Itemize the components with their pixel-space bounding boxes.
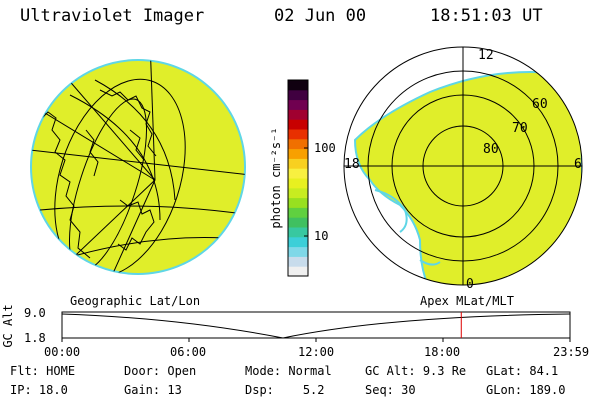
color-bar-segment [288,266,308,277]
color-bar-label-100: 100 [314,141,336,155]
info-dsp: Dsp: 5.2 [245,383,325,397]
color-bar-segment [288,217,308,228]
x-label-1200: 12:00 [298,345,335,359]
color-bar-segment [288,236,308,248]
color-bar-segment [288,197,308,208]
polar-label-6: 6 [574,157,582,172]
color-bar-segment [288,148,308,159]
color-bar [287,79,309,277]
color-bar-segment [288,99,308,110]
date-label: 02 Jun 00 [274,6,367,26]
info-glon: GLon: 189.0 [486,383,566,397]
color-bar-frame [287,79,309,277]
x-label-1800: 18:00 [424,345,461,359]
info-seq: Seq: 30 [365,383,416,397]
color-bar-label-10: 10 [314,229,329,243]
color-bar-segment [288,187,308,199]
info-flt: Flt: HOME [10,364,76,378]
color-bar-segment [288,138,308,150]
polar-ring-label-60: 60 [532,97,548,112]
color-bar-segment [288,80,308,91]
color-bar-segment [288,207,308,218]
x-label-0000: 00:00 [44,345,81,359]
color-bar-segment [288,158,308,169]
apex-coord-label: Apex MLat/MLT [420,294,514,308]
x-label-2359: 23:59 [553,345,590,359]
color-bar-segment [288,119,308,130]
altitude-y-bottom: 1.8 [24,331,46,345]
info-glat: GLat: 84.1 [486,364,559,378]
polar-ring-label-70: 70 [512,121,528,136]
info-mode: Mode: Normal [245,364,332,378]
info-gc-alt: GC Alt: 9.3 Re [365,364,467,378]
info-door: Door: Open [124,364,197,378]
geo-image-disc [30,59,246,275]
color-bar-segment [288,109,308,120]
polar-label-0: 0 [466,277,474,292]
color-bar-unit: photon cm⁻²s⁻¹ [269,127,283,229]
altitude-y-top: 9.0 [24,306,46,320]
color-bar-segment [288,178,308,189]
polar-plot: 12 18 6 0 80 70 60 [343,46,583,292]
color-bar-segment [288,89,308,101]
instrument-title: Ultraviolet Imager [20,6,205,26]
info-gain: Gain: 13 [124,383,182,397]
color-bar-segments [288,80,308,277]
geo-map [30,59,246,275]
altitude-curve [62,313,570,338]
time-label: 18:51:03 UT [430,6,543,26]
color-bar-segment [288,227,308,238]
color-bar-segment [288,246,308,257]
info-ip: IP: 18.0 [10,383,68,397]
altitude-plot [61,311,571,342]
color-bar-segment [288,129,308,140]
geo-coord-label: Geographic Lat/Lon [70,294,201,308]
color-bar-segment [288,256,308,267]
polar-label-12: 12 [478,48,494,63]
polar-auroral-image [353,70,582,285]
color-bar-segment [288,168,308,179]
altitude-ylabel: GC Alt [1,304,15,348]
polar-ring-label-80: 80 [483,142,499,157]
polar-label-18: 18 [344,157,360,172]
x-label-0600: 06:00 [170,345,207,359]
